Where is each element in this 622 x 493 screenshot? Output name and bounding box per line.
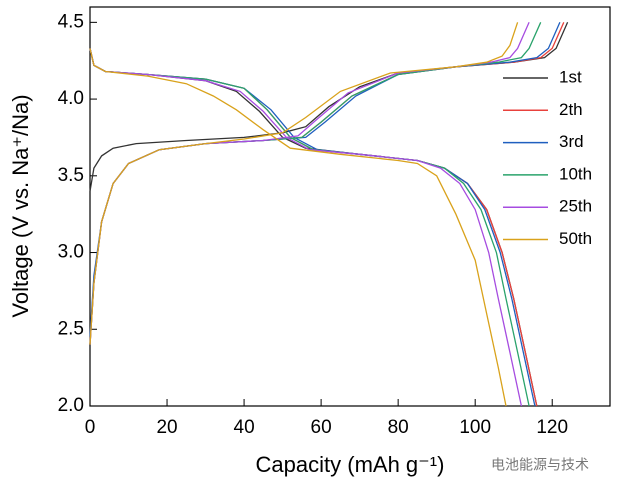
watermark: 电池能源与技术 xyxy=(491,457,589,473)
y-tick-label: 4.5 xyxy=(58,11,84,32)
x-tick-label: 60 xyxy=(311,417,332,438)
legend-label: 25th xyxy=(559,197,592,216)
legend-label: 10th xyxy=(559,164,592,183)
series-line xyxy=(89,22,569,407)
legend-label: 2th xyxy=(559,100,583,119)
x-tick-label: 80 xyxy=(388,417,409,438)
plot-frame xyxy=(89,6,611,407)
x-tick-label: 0 xyxy=(85,417,96,438)
legend-label: 3rd xyxy=(559,132,584,151)
x-tick-label: 120 xyxy=(536,417,568,438)
x-tick-label: 40 xyxy=(234,417,255,438)
legend-label: 50th xyxy=(559,229,592,248)
series-line xyxy=(89,22,565,407)
y-tick-label: 2.5 xyxy=(58,318,84,339)
legend-label: 1st xyxy=(559,67,582,86)
y-tick-label: 3.5 xyxy=(58,165,84,186)
series-line xyxy=(89,22,542,407)
series-line xyxy=(89,22,519,407)
y-axis-label: Voltage (V vs. Na⁺/Na) xyxy=(8,94,33,317)
x-tick-label: 100 xyxy=(459,417,491,438)
y-tick-label: 3.0 xyxy=(58,242,84,263)
x-tick-label: 20 xyxy=(156,417,177,438)
series-line xyxy=(89,22,530,407)
y-tick-label: 4.0 xyxy=(58,88,84,109)
x-axis-label: Capacity (mAh g⁻¹) xyxy=(256,452,445,477)
series-line xyxy=(89,22,561,407)
y-tick-label: 2.0 xyxy=(58,395,84,416)
